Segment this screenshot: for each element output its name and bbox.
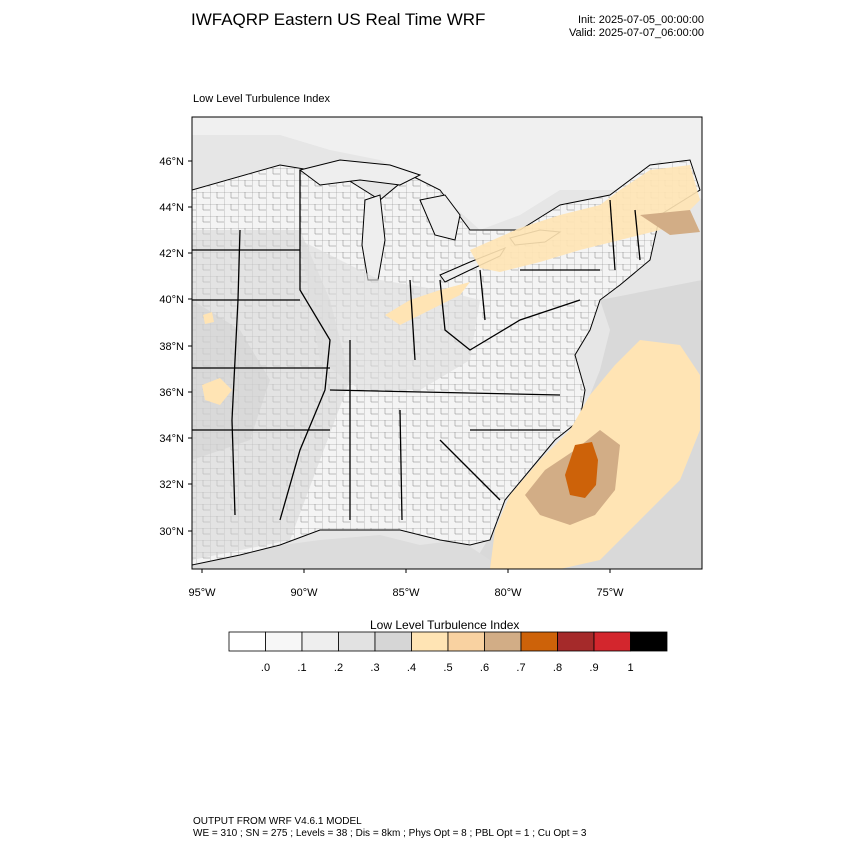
turbulence-field-05-west [202,378,232,405]
turbulence-field-05-north [470,165,700,272]
colorbar-label: .6 [480,662,489,674]
turbulence-field-08-atlantic [565,442,598,498]
colorbar-swatch [374,631,412,652]
colorbar-label: .1 [297,662,306,674]
lat-tick-label: 32°N [159,479,184,491]
lon-tick-label: 80°W [494,587,522,599]
lat-tick-label: 42°N [159,248,184,260]
colorbar-label: .9 [589,662,598,674]
colorbar-label: .2 [334,662,343,674]
turbulence-field-04 [192,300,270,460]
map-label: Low Level Turbulence Index [193,93,330,105]
gulf-of-mexico [192,535,490,569]
colorbar-swatch [411,631,449,652]
lat-tick-label: 34°N [159,433,184,445]
map-area [192,117,702,569]
colorbar-swatch [447,631,485,652]
lat-tick-label: 44°N [159,202,184,214]
colorbar-label: .3 [370,662,379,674]
lon-tick-label: 75°W [596,587,624,599]
colorbar-label: 1 [627,662,633,674]
turbulence-field-05-west2 [203,312,214,324]
turbulence-field-07-maine [640,210,700,235]
longitude-ticks: 95°W 90°W 85°W 80°W 75°W [188,569,624,599]
lat-tick-label: 38°N [159,341,184,353]
lat-tick-label: 30°N [159,526,184,538]
colorbar: .0 .1 .2 .3 .4 .5 .6 .7 .8 .9 1 [228,631,668,674]
colorbar-swatch [520,631,558,652]
colorbar-label: .0 [261,662,270,674]
colorbar-swatch [265,631,303,652]
colorbar-swatch [593,631,631,652]
page-title: IWFAQRP Eastern US Real Time WRF [191,10,486,29]
turbulence-field-05-ohio [385,282,470,325]
lat-tick-label: 36°N [159,387,184,399]
colorbar-swatch [630,631,668,652]
latitude-ticks: 46°N 44°N 42°N 40°N 38°N 36°N 34°N 32°N 30°N [159,156,192,538]
turbulence-field-03 [192,230,350,560]
footer-config: WE = 310 ; SN = 275 ; Levels = 38 ; Dis … [193,828,587,839]
colorbar-swatch [301,631,339,652]
run-times: Init: 2025-07-05_00:00:00 Valid: 2025-07… [569,14,704,40]
lat-tick-label: 46°N [159,156,184,168]
colorbar-label: .8 [553,662,562,674]
lake-superior [298,159,422,186]
lake-huron [419,194,461,241]
lat-tick-label: 40°N [159,294,184,306]
valid-time: Valid: 2025-07-07_06:00:00 [569,27,704,39]
colorbar-title: Low Level Turbulence Index [370,618,520,632]
colorbar-label: .7 [516,662,525,674]
lon-tick-label: 95°W [188,587,216,599]
colorbar-swatch [228,631,266,652]
colorbar-swatch [557,631,595,652]
lon-tick-label: 85°W [392,587,420,599]
lon-tick-label: 90°W [290,587,318,599]
colorbar-swatch [338,631,376,652]
map-frame [191,116,703,570]
colorbar-label: .4 [407,662,416,674]
colorbar-label: .5 [443,662,452,674]
colorbar-swatch [484,631,522,652]
init-time: Init: 2025-07-05_00:00:00 [578,14,704,26]
canada-land [192,117,702,230]
footer-model: OUTPUT FROM WRF V4.6.1 MODEL [193,816,362,827]
state-boundaries [192,170,641,521]
